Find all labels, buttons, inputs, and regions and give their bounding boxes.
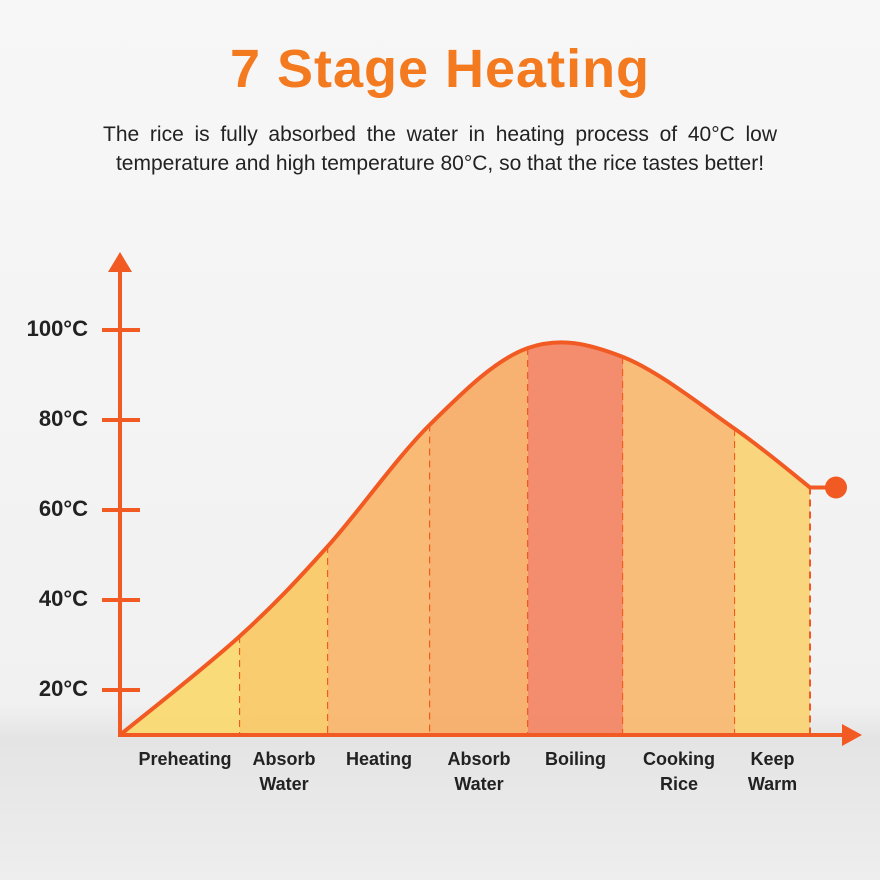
y-tick-label: 20°C [39,676,88,701]
y-axis-arrow [108,252,132,272]
stage-area [430,348,528,735]
y-tick-label: 100°C [27,316,89,341]
x-tick-label: Boiling [545,749,606,769]
x-tick-label: Absorb Water [252,749,316,794]
stage-area [120,636,240,735]
x-tick-label: Absorb Water [447,749,511,794]
stage-area [735,429,810,735]
x-axis-arrow [842,724,862,746]
stage-area [623,357,735,735]
x-tick-label: Keep Warm [747,749,798,794]
stage-area [528,342,623,735]
y-tick-label: 60°C [39,496,88,521]
stage-area [328,424,430,735]
y-tick-label: 80°C [39,406,88,431]
x-tick-label: Preheating [138,749,232,769]
y-tick-label: 40°C [39,586,88,611]
stage-area [240,546,328,735]
chart-title: 7 Stage Heating [229,39,651,99]
temperature-curve [118,340,812,737]
chart-subtitle: The rice is fully absorbed the water in … [103,123,777,175]
x-tick-label: Heating [345,749,412,769]
x-tick-label: Cooking Rice [643,749,715,794]
